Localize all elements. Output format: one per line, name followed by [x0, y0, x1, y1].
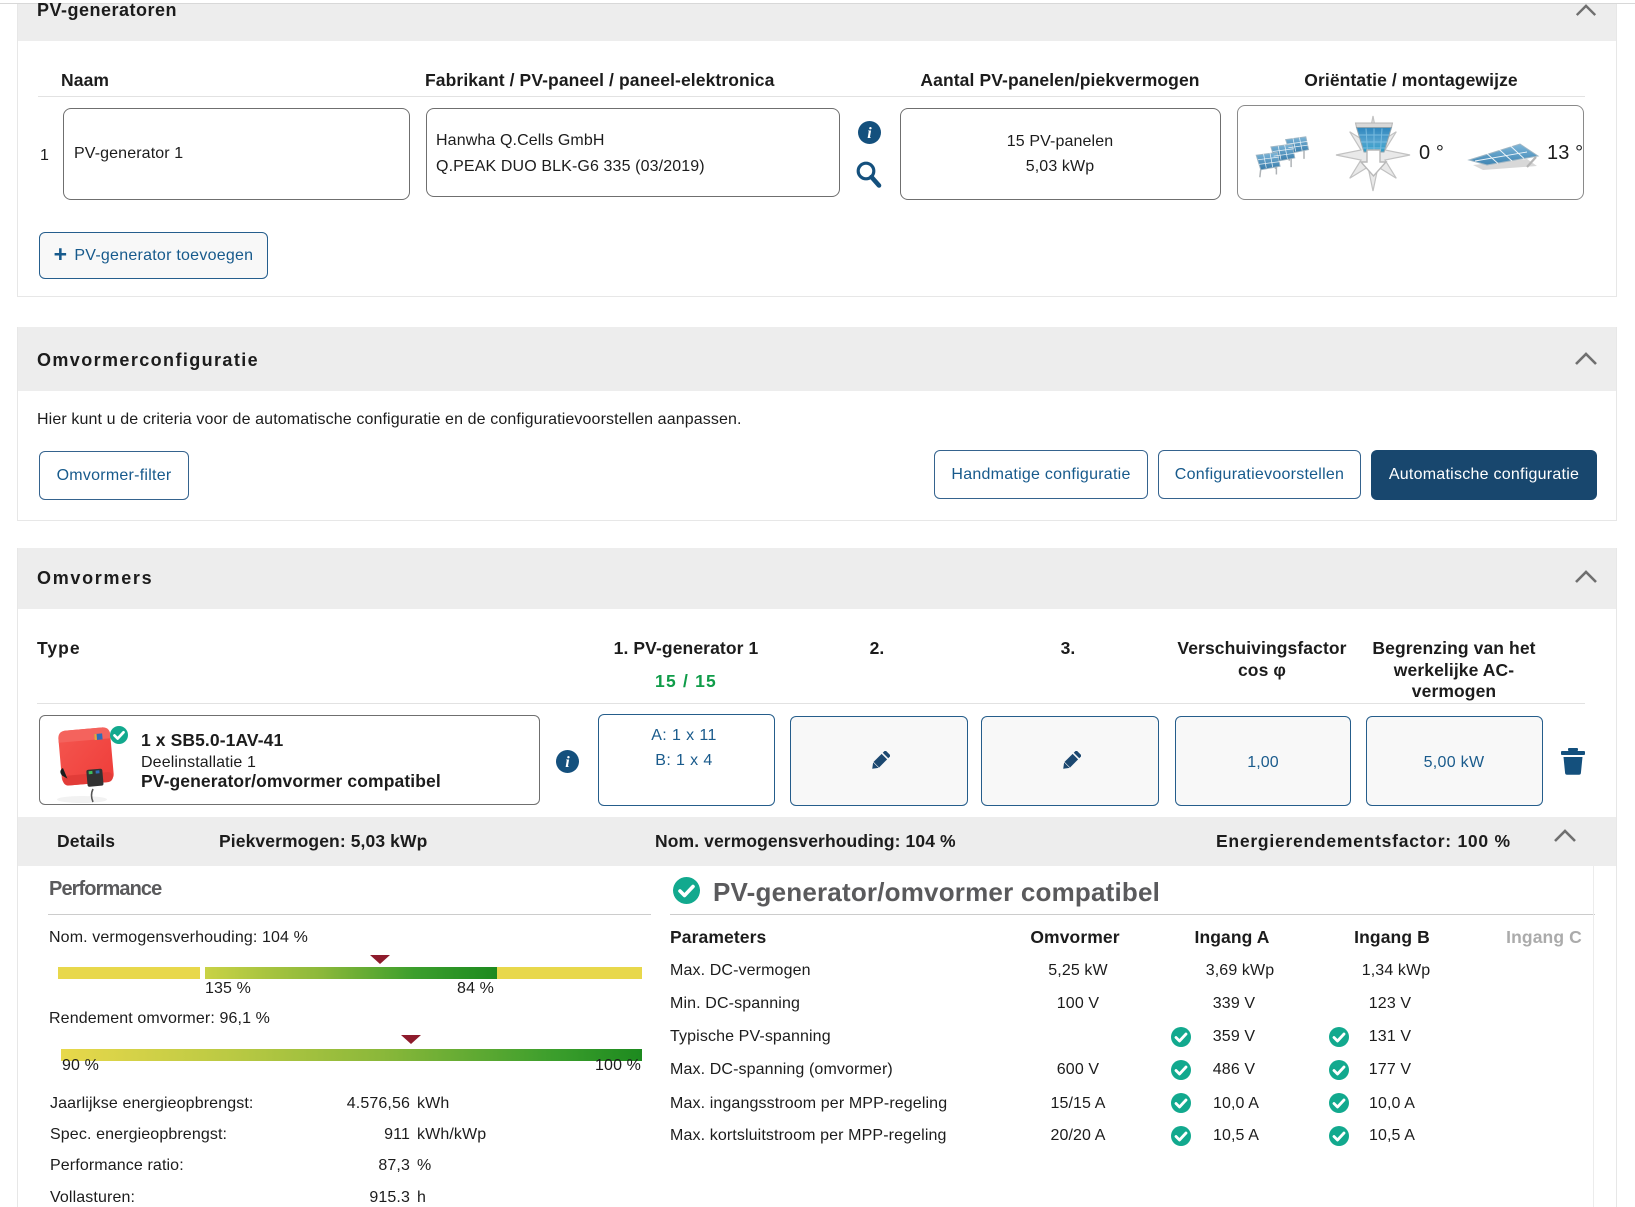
svg-text:i: i — [867, 125, 872, 142]
svg-text:i: i — [565, 754, 570, 771]
